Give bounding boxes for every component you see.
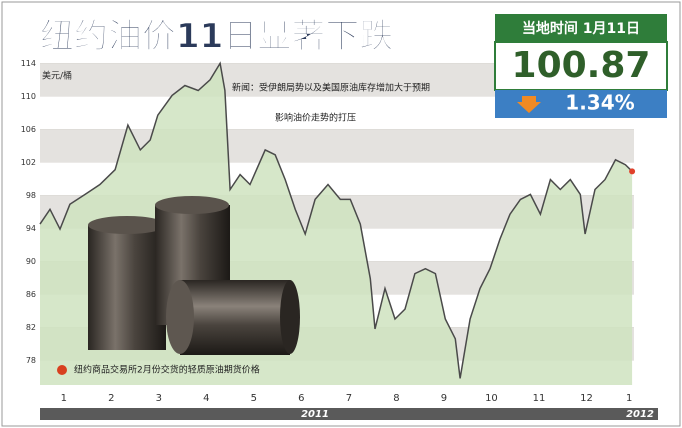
x-tick-label: 10	[485, 393, 498, 404]
x-tick-label: 1	[61, 393, 67, 404]
legend-marker	[57, 365, 67, 375]
x-tick-label: 7	[346, 393, 352, 404]
x-tick-label: 8	[393, 393, 399, 404]
year-bar	[40, 408, 658, 420]
date-label: 当地时间 1月11日	[522, 20, 640, 37]
x-tick-label: 2	[108, 393, 114, 404]
x-tick-label: 1	[626, 393, 632, 404]
y-tick-label: 106	[21, 125, 36, 134]
y-tick-label: 78	[26, 356, 36, 365]
line	[39, 61, 633, 379]
y-tick-label: 82	[26, 323, 36, 332]
x-tick-label: 11	[533, 393, 546, 404]
y-tick-label: 110	[21, 92, 36, 101]
annotation: 影响油价走势的打压	[275, 112, 356, 124]
price: 100.87	[512, 45, 651, 86]
date-box	[495, 14, 667, 42]
change: 1.34%	[565, 91, 634, 115]
x-tick-label: 3	[156, 393, 162, 404]
legend-label: 纽约商品交易所2月份交货的轻质原油期货价格	[74, 364, 260, 376]
x-tick-label: 6	[298, 393, 304, 404]
y-tick-label: 90	[26, 257, 36, 266]
unit: 美元/桶	[42, 70, 72, 82]
year-label: 2012	[626, 409, 654, 420]
x-tick-label: 5	[251, 393, 257, 404]
y-tick-label: 114	[21, 59, 36, 68]
chart-title: 纽约油价11日显著下跌	[40, 17, 393, 57]
year-label: 2011	[301, 409, 329, 420]
down-arrow	[517, 96, 541, 113]
barrels	[88, 196, 300, 355]
x-tick-label: 9	[441, 393, 447, 404]
annotation: 新闻：受伊朗局势以及美国原油库存增加大于预期	[232, 82, 430, 94]
x-tick-label: 12	[580, 393, 593, 404]
y-tick-label: 102	[21, 158, 36, 167]
x-tick-label: 4	[203, 393, 209, 404]
y-tick-label: 86	[26, 290, 36, 299]
y-tick-label: 98	[26, 191, 36, 200]
y-tick-label: 94	[26, 224, 36, 233]
end-marker	[629, 168, 636, 175]
